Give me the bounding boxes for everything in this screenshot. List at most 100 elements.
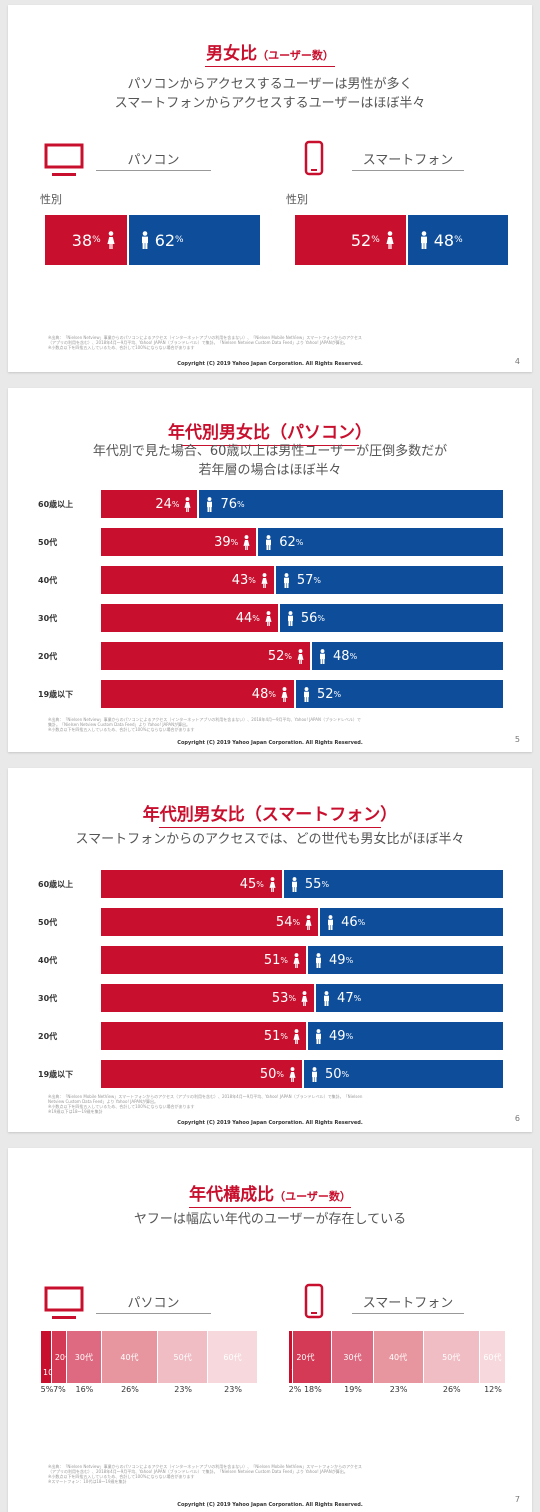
female-icon <box>293 1028 300 1044</box>
sp-age-percentages: 2% 18% 19% 23% 26% 12% <box>289 1385 506 1397</box>
male-segment: 76% <box>197 490 503 518</box>
female-segment: 39% <box>101 528 257 556</box>
title-underline <box>181 445 359 446</box>
age-bar: 44% 56% <box>101 604 503 632</box>
footnote-line: Netview Custom Data Feed」より Yahoo! JAPAN… <box>48 1099 159 1104</box>
pct-sign: % <box>171 499 180 509</box>
male-segment: 46% <box>318 908 503 936</box>
male-value: 55 <box>304 876 322 892</box>
slide-age-gender-pc: 年代別男女比（パソコン） 年代別で見た場合、60歳以上は男性ユーザーが圧倒多数だ… <box>8 388 532 752</box>
female-segment: 52% <box>101 642 311 670</box>
female-segment: 50% <box>101 1060 302 1088</box>
subtitle-line-2: 若年層の場合はほぼ半々 <box>198 463 342 478</box>
age-row: 19歳以下 50% 50% <box>38 1060 503 1088</box>
female-value: 39 <box>214 534 231 550</box>
segment-percent: 18% <box>303 1385 322 1394</box>
footnote: ※出典：「Nielsen Mobile NetView」スマートフォンからのアク… <box>48 1094 488 1114</box>
segment-percent: 23% <box>174 1385 193 1394</box>
age-label: 19歳以下 <box>38 1069 74 1079</box>
pct-sign: % <box>333 689 342 699</box>
female-segment: 48% <box>101 680 294 708</box>
male-value: 47 <box>337 990 354 1006</box>
pct-sign: % <box>237 499 245 509</box>
age-segment: 20代 <box>293 1331 333 1383</box>
segment-percent: 7% <box>53 1385 66 1394</box>
title-main: 男女比 <box>206 44 258 64</box>
age-bar: 24% 76% <box>101 490 503 518</box>
footnote-line: ※出典：「Nielsen Netview」事業からのパソコンによるアクセス（イン… <box>48 1464 362 1469</box>
segment-label: 40代 <box>388 1353 408 1362</box>
male-segment: 62% <box>126 215 260 265</box>
pc-gender-label: 性別 <box>40 193 62 206</box>
female-segment: 52% <box>295 215 406 265</box>
smartphone-icon <box>304 1283 324 1319</box>
pc-label: パソコン <box>96 1292 211 1314</box>
male-value: 52 <box>316 686 334 702</box>
female-icon <box>107 231 115 249</box>
age-row: 30代 44% 56% <box>38 604 503 632</box>
footnote-line: ※小数点以下を四捨五入しているため、合計して100%にならない場合があります <box>48 1104 195 1109</box>
male-segment: 50% <box>302 1060 503 1088</box>
female-icon <box>265 610 272 626</box>
male-value: 48 <box>433 230 455 250</box>
slide-title: 年代構成比（ユーザー数） <box>8 1180 532 1208</box>
copyright: Copyright (C) 2019 Yahoo Japan Corporati… <box>177 361 363 367</box>
age-bar: 45% 55% <box>101 870 503 898</box>
subtitle: 年代別で見た場合、60歳以上は男性ユーザーが圧倒多数だが 若年層の場合はほぼ半々 <box>8 442 532 480</box>
subtitle-line-2: スマートフォンからアクセスするユーザーはほぼ半々 <box>114 96 426 111</box>
male-segment: 49% <box>306 946 503 974</box>
age-row: 50代 54% 46% <box>38 908 503 936</box>
female-value: 50 <box>259 1066 277 1082</box>
male-segment: 47% <box>314 984 503 1012</box>
pct-sign: % <box>268 689 276 699</box>
female-value: 24 <box>155 496 172 512</box>
age-row: 40代 51% 49% <box>38 946 503 974</box>
title-underline <box>189 1207 351 1208</box>
male-icon <box>283 572 289 588</box>
copyright: Copyright (C) 2019 Yahoo Japan Corporati… <box>177 1502 363 1508</box>
title-underline <box>159 827 381 828</box>
female-icon <box>293 952 300 968</box>
page-number: 5 <box>514 735 520 744</box>
female-segment: 54% <box>101 908 319 936</box>
male-icon <box>316 952 322 968</box>
female-segment: 45% <box>101 870 282 898</box>
pct-sign: % <box>292 917 301 927</box>
footnote-line: （アプリの利用を含む）、2018年4月〜9月平均、Yahoo! JAPAN（ブラ… <box>48 340 348 345</box>
age-bar: 50% 50% <box>101 1060 503 1088</box>
pct-sign: % <box>175 235 184 245</box>
age-segment: 50代 <box>158 1331 209 1383</box>
pct-sign: % <box>248 575 256 585</box>
segment-percent: 26% <box>121 1385 139 1394</box>
subtitle: パソコンからアクセスするユーザーは男性が多く スマートフォンからアクセスするユー… <box>8 75 532 113</box>
female-icon <box>289 1066 296 1082</box>
male-icon <box>324 990 330 1006</box>
pct-sign: % <box>353 993 362 1003</box>
female-value: 38 <box>71 230 93 250</box>
female-segment: 53% <box>101 984 315 1012</box>
segment-percent: 16% <box>75 1385 94 1394</box>
subtitle-line-1: 年代別で見た場合、60歳以上は男性ユーザーが圧倒多数だが <box>92 444 448 459</box>
female-icon <box>301 990 308 1006</box>
age-segment: 40代 <box>101 1331 159 1383</box>
age-bar: 54% 46% <box>101 908 503 936</box>
age-segment: 60代 <box>479 1331 506 1383</box>
segment-label: 60代 <box>483 1353 502 1362</box>
male-icon <box>141 231 148 249</box>
male-value: 62 <box>279 534 296 550</box>
footnote-line: ※出典：「Nielsen Netview」事業からのパソコンによるアクセス（イン… <box>48 717 361 722</box>
male-value: 57 <box>296 572 314 588</box>
female-value: 52 <box>350 230 372 250</box>
footnote-line: ※出典：「Nielsen Netview」事業からのパソコンによるアクセス（イン… <box>48 335 362 340</box>
pc-label: パソコン <box>96 149 211 171</box>
female-segment: 44% <box>101 604 278 632</box>
age-label: 30代 <box>38 993 58 1003</box>
pct-sign: % <box>313 575 322 585</box>
slide-gender-ratio: 男女比（ユーザー数） パソコンからアクセスするユーザーは男性が多く スマートフォ… <box>8 5 532 372</box>
age-label: 50代 <box>38 537 58 547</box>
pct-sign: % <box>256 879 264 889</box>
age-row: 19歳以下 48% 52% <box>38 680 503 708</box>
male-segment: 62% <box>256 528 503 556</box>
segment-label: 40代 <box>120 1353 139 1362</box>
male-segment: 49% <box>306 1022 503 1050</box>
